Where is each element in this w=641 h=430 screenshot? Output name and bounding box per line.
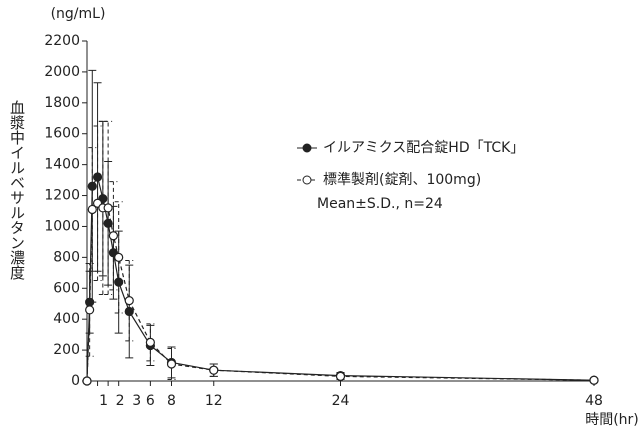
data-point <box>145 337 155 347</box>
y-axis-label-text: 血漿中イルベサルタン濃度 <box>8 100 26 280</box>
data-point <box>114 252 124 262</box>
data-point <box>124 296 134 306</box>
x-tick-label: 2 <box>116 393 125 409</box>
x-tick-label: 1 <box>99 393 108 409</box>
y-tick-label: 2200 <box>44 33 80 49</box>
y-tick-label: 400 <box>53 311 80 327</box>
error-bar <box>146 323 155 362</box>
y-tick-label: 0 <box>71 373 80 389</box>
series-line <box>86 202 595 382</box>
error-bar <box>114 201 123 314</box>
data-point <box>124 306 134 317</box>
x-tick-label: 8 <box>167 393 176 409</box>
y-tick-label: 1800 <box>44 95 80 111</box>
data-point <box>85 305 95 315</box>
y-tick-label: 600 <box>53 280 80 296</box>
data-point <box>82 376 92 386</box>
data-point <box>103 218 113 228</box>
x-tick-label: 12 <box>205 393 223 409</box>
x-tick-label: 24 <box>332 393 350 409</box>
y-tick-label: 800 <box>53 249 80 265</box>
y-unit: (ng/mL) <box>51 6 106 22</box>
y-tick-label: 200 <box>53 342 80 358</box>
data-point <box>103 203 113 213</box>
data-point <box>87 181 97 191</box>
data-point <box>166 359 177 369</box>
error-bar <box>88 147 97 272</box>
x-tick-label: 3 <box>132 393 141 409</box>
x-tick-label: 6 <box>146 393 155 409</box>
y-axis-label: 血漿中イルベサルタン濃度 <box>8 100 26 280</box>
data-point <box>209 365 219 375</box>
legend-marker <box>302 143 312 153</box>
data-point <box>335 371 346 381</box>
x-axis-label: 時間(hr) <box>585 412 639 428</box>
data-point <box>108 231 119 241</box>
legend-marker <box>302 175 312 185</box>
error-bar <box>109 181 118 291</box>
legend-label: イルアミクス配合錠HD「TCK」 <box>323 140 524 156</box>
y-tick-label: 1000 <box>44 218 80 234</box>
y-tick-label: 1600 <box>44 126 80 142</box>
legend-label: 標準製剤(錠剤、100mg) <box>323 172 481 188</box>
data-point <box>87 204 97 215</box>
error-bar <box>125 259 134 342</box>
data-point <box>85 297 95 307</box>
y-tick-label: 1400 <box>44 157 80 173</box>
data-point <box>92 172 103 182</box>
error-bar <box>85 263 94 357</box>
annotation: Mean±S.D., n=24 <box>317 196 443 212</box>
data-point <box>114 277 124 287</box>
y-tick-label: 2000 <box>44 64 80 80</box>
y-tick-label: 1200 <box>44 188 80 204</box>
data-point <box>589 375 599 385</box>
x-tick-label: 48 <box>585 393 603 409</box>
